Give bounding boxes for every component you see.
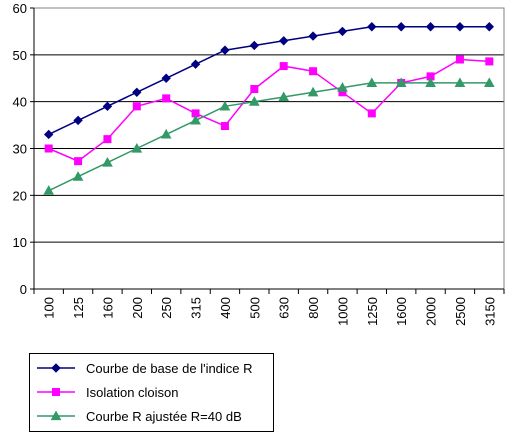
y-tick-label: 50 (13, 48, 27, 63)
data-point (250, 85, 259, 94)
data-point (190, 59, 201, 69)
data-point (190, 114, 201, 125)
data-point (44, 144, 53, 153)
x-tick-label: 200 (130, 297, 145, 319)
legend: Courbe de base de l'indice R Isolation cl… (29, 353, 274, 432)
x-tick-label: 400 (218, 297, 233, 319)
data-point (103, 135, 112, 144)
legend-item: Isolation cloison (37, 385, 179, 400)
data-point (43, 129, 54, 140)
data-point (249, 40, 260, 51)
data-point (160, 128, 172, 139)
y-tick-label: 10 (13, 235, 27, 250)
legend-marker (50, 410, 62, 421)
series-line (48, 58, 490, 162)
data-point (278, 91, 290, 102)
x-tick-label: 2500 (453, 297, 468, 326)
data-point (220, 122, 229, 131)
x-tick-label: 1000 (335, 297, 350, 326)
data-point (455, 22, 465, 32)
data-point (309, 67, 318, 76)
x-tick-label: 500 (247, 297, 262, 319)
x-tick-label: 315 (189, 297, 204, 319)
data-point (162, 94, 171, 103)
y-tick-label: 0 (20, 282, 27, 297)
data-point (337, 26, 348, 37)
data-point (279, 62, 288, 71)
data-point (425, 77, 436, 88)
data-point (74, 157, 83, 166)
x-tick-label: 250 (159, 297, 174, 319)
data-point (396, 22, 406, 32)
data-point (132, 87, 142, 98)
data-point (454, 77, 466, 88)
data-point (483, 77, 495, 88)
legend-marker (51, 363, 61, 373)
y-tick-label: 60 (13, 1, 27, 16)
x-tick-label: 2000 (424, 297, 439, 326)
y-tick-labels: 0 10 20 30 40 50 60 (13, 1, 27, 297)
y-tick-label: 20 (13, 188, 27, 203)
series-group (43, 22, 495, 195)
series-line (48, 82, 490, 192)
x-tick-label: 125 (71, 297, 86, 319)
x-tick-label: 800 (306, 297, 321, 319)
legend-marker (52, 388, 60, 396)
legend-item: Courbe R ajustée R=40 dB (37, 409, 242, 424)
data-point (102, 157, 113, 167)
x-tick-label: 100 (42, 297, 57, 319)
data-point (485, 57, 494, 66)
data-point (307, 86, 319, 97)
x-tick-label: 630 (277, 297, 292, 319)
data-point (278, 36, 289, 46)
data-point (161, 73, 171, 83)
data-point (484, 22, 495, 32)
data-point (43, 185, 55, 195)
series-1 (43, 22, 495, 140)
data-point (219, 100, 231, 111)
data-point (308, 31, 318, 41)
data-point (366, 77, 378, 88)
data-point (131, 142, 143, 153)
legend-item: Courbe de base de l'indice R (37, 361, 253, 376)
data-point (132, 102, 141, 111)
series-line (48, 25, 490, 136)
x-tick-labels: 100 125 160 200 250 315 400 500 630 800 1000 1250 16… (42, 297, 498, 326)
legend-label: Courbe R ajustée R=40 dB (86, 409, 242, 424)
data-point (73, 115, 83, 126)
series-3 (43, 77, 495, 195)
y-tick-label: 30 (13, 142, 27, 157)
data-point (337, 82, 348, 92)
data-point (220, 45, 230, 55)
legend-label: Courbe de base de l'indice R (86, 361, 253, 376)
x-tick-label: 3150 (482, 297, 497, 326)
data-point (367, 22, 377, 32)
data-point (248, 96, 260, 106)
gridlines (34, 54, 504, 243)
axes (30, 7, 505, 294)
data-point (395, 77, 407, 88)
x-tick-label: 1250 (365, 297, 380, 326)
data-point (367, 109, 376, 118)
data-point (455, 55, 464, 64)
x-tick-label: 1600 (394, 297, 409, 326)
y-tick-label: 40 (13, 95, 27, 110)
legend-label: Isolation cloison (86, 385, 179, 400)
data-point (72, 171, 84, 181)
data-point (425, 22, 436, 32)
data-point (102, 101, 113, 112)
x-tick-label: 160 (100, 297, 115, 319)
